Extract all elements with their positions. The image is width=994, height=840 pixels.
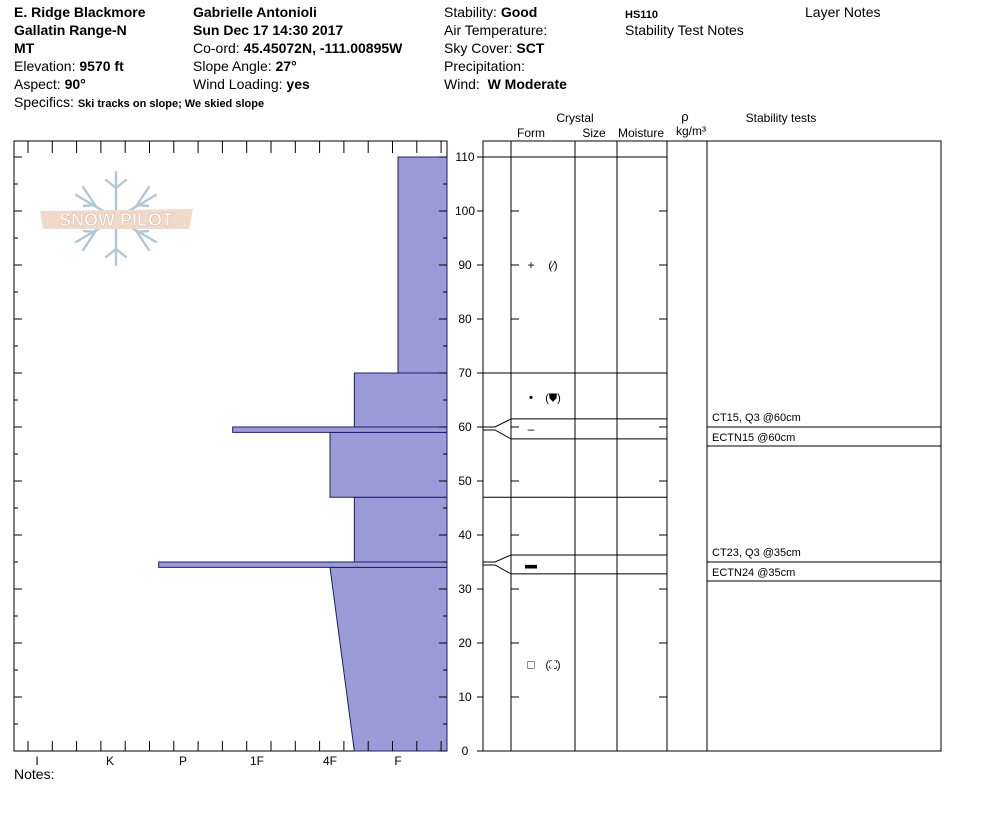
specifics: Specifics: Ski tracks on slope; We skied… xyxy=(14,94,265,110)
stability-test-row xyxy=(706,426,942,447)
depth-tick-label: 70 xyxy=(458,366,472,380)
grain-form-symbol: + xyxy=(527,258,534,272)
hardness-tick-label: K xyxy=(106,754,114,768)
air-temperature: Air Temperature: xyxy=(444,22,548,38)
stability-test-result: CT23, Q3 @35cm xyxy=(712,547,801,559)
hardness-tick-label: 1F xyxy=(250,754,264,768)
hs-value: HS110 xyxy=(625,9,659,21)
moisture-header: Moisture xyxy=(618,126,664,140)
aspect: Aspect: 90° xyxy=(14,76,86,92)
grain-form-symbol: – xyxy=(528,422,535,436)
stability: Stability: Good xyxy=(444,4,538,20)
sky-cover: Sky Cover: SCT xyxy=(444,40,545,56)
coordinates: Co-ord: 45.45072N, -111.00895W xyxy=(193,40,403,56)
depth-tick-label: 30 xyxy=(458,582,472,596)
stability-test-result: CT15, Q3 @60cm xyxy=(712,412,801,424)
grain-form-symbol: • xyxy=(529,390,533,404)
stability-test-notes-label: Stability Test Notes xyxy=(625,22,744,38)
depth-tick-label: 0 xyxy=(462,744,469,758)
depth-tick-label: 100 xyxy=(455,204,475,218)
hardness-ticks xyxy=(27,141,442,751)
hardness-layer xyxy=(353,496,448,563)
stability-test-result: ECTN24 @35cm xyxy=(712,567,795,579)
state: MT xyxy=(14,40,35,56)
hardness-layer xyxy=(158,561,448,568)
hardness-profile xyxy=(158,156,448,752)
layer-table: Crystal Form Size Moisture ρ kg/m³ Stabi… xyxy=(482,109,942,752)
depth-tick-label: 50 xyxy=(458,474,472,488)
hardness-layer xyxy=(232,426,448,433)
hardness-tick-label: F xyxy=(394,754,401,768)
stability-tests-header: Stability tests xyxy=(746,111,817,125)
stability-test-result: ECTN15 @60cm xyxy=(712,432,795,444)
depth-tick-label: 110 xyxy=(455,150,474,164)
snowflake-logo-icon: SNOW PILOT xyxy=(40,170,193,267)
hardness-layer xyxy=(329,431,448,498)
layer-notes-label: Layer Notes xyxy=(805,4,881,20)
hardness-tick-label: P xyxy=(179,754,187,768)
depth-tick-label: 90 xyxy=(458,258,472,272)
depth-tick-label: 40 xyxy=(458,528,472,542)
hardness-layer xyxy=(353,372,448,428)
slope-angle: Slope Angle: 27° xyxy=(193,58,297,74)
logo-text: SNOW PILOT xyxy=(59,210,173,230)
crystal-header: Crystal xyxy=(556,111,593,125)
observer-name: E. Ridge Blackmore xyxy=(14,4,146,20)
layer-connector xyxy=(483,564,512,575)
hardness-layer xyxy=(329,566,448,752)
layer-connector xyxy=(483,429,512,440)
depth-tick-label: 60 xyxy=(458,420,472,434)
depth-tick-label: 80 xyxy=(458,312,472,326)
grain-form-symbol: ▬ xyxy=(525,557,537,571)
wind-loading: Wind Loading: yes xyxy=(193,76,310,92)
hardness-tick-label: 4F xyxy=(323,754,337,768)
layer-connector xyxy=(483,418,512,428)
location: Gallatin Range-N xyxy=(14,22,127,38)
grain-secondary-symbol: (⁄) xyxy=(548,260,557,272)
depth-axis: 0 10 20 30 40 50 60 70 80 90 100 110 xyxy=(14,150,667,758)
date-time: Sun Dec 17 14:30 2017 xyxy=(193,22,344,38)
grain-form-symbol: □ xyxy=(527,658,534,672)
depth-tick-label: 20 xyxy=(458,636,472,650)
wind: Wind: W Moderate xyxy=(444,76,567,92)
density-symbol: ρ xyxy=(681,109,688,124)
depth-tick-label: 10 xyxy=(458,690,472,704)
form-header: Form xyxy=(517,126,545,140)
notes-label: Notes: xyxy=(14,766,55,782)
grain-secondary-symbol: (⛶) xyxy=(545,660,560,672)
author-name: Gabrielle Antonioli xyxy=(193,4,317,20)
hardness-tick-label: I xyxy=(35,754,38,768)
layer-connector xyxy=(483,554,512,563)
precipitation: Precipitation: xyxy=(444,58,525,74)
stability-test-row xyxy=(706,561,942,582)
hardness-axis: I K P 1F 4F F xyxy=(35,754,401,768)
size-header: Size xyxy=(582,126,606,140)
elevation: Elevation: 9570 ft xyxy=(14,58,124,74)
grain-secondary-symbol: (⛊) xyxy=(545,392,561,404)
density-unit: kg/m³ xyxy=(676,124,706,138)
